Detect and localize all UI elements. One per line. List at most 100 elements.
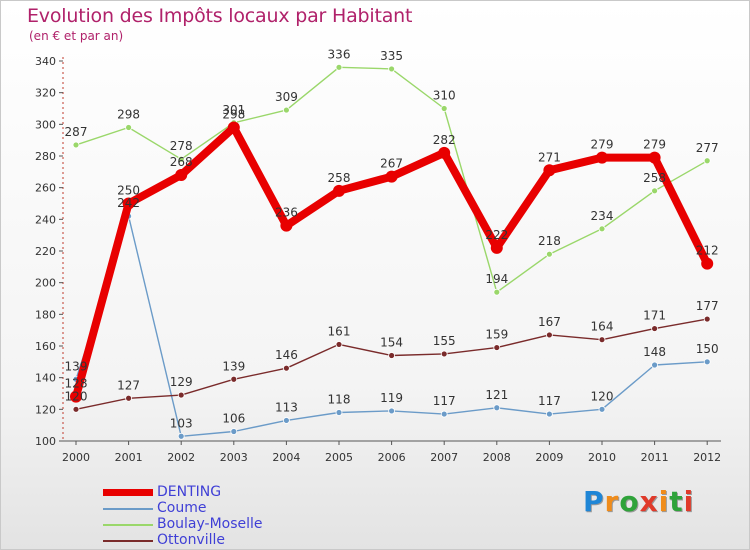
data-label-boulay-moselle: 194 [485, 272, 508, 286]
legend-label: DENTING [157, 484, 222, 500]
point-coume [282, 417, 290, 424]
data-label-coume: 148 [643, 345, 666, 359]
data-label-boulay-moselle: 234 [591, 209, 614, 223]
point-boulay-moselle [72, 141, 80, 149]
point-denting [596, 151, 608, 164]
legend-swatch [103, 524, 153, 526]
data-label-boulay-moselle: 335 [380, 49, 403, 63]
data-label-denting: 282 [433, 133, 456, 147]
y-tick-label: 120 [35, 403, 56, 416]
y-tick-label: 300 [35, 118, 56, 131]
data-label-ottonville: 139 [222, 359, 245, 373]
y-tick-label: 180 [35, 308, 56, 321]
point-boulay-moselle [177, 155, 185, 163]
data-label-denting: 128 [65, 377, 88, 391]
point-coume [440, 410, 448, 418]
point-denting [701, 257, 714, 270]
legend-label: Coume [157, 500, 207, 516]
point-coume [493, 404, 501, 412]
point-denting [648, 151, 661, 164]
data-label-ottonville: 159 [485, 328, 508, 342]
data-label-boulay-moselle: 309 [275, 90, 298, 104]
data-label-denting: 222 [485, 228, 508, 242]
point-coume [335, 409, 343, 416]
data-label-denting: 271 [538, 150, 561, 164]
x-tick-label: 2000 [62, 451, 90, 464]
point-denting [385, 170, 398, 183]
point-boulay-moselle [493, 288, 501, 296]
x-tick-label: 2012 [693, 451, 721, 464]
data-label-denting: 212 [696, 244, 719, 258]
data-label-coume: 106 [222, 412, 245, 426]
point-denting [280, 219, 293, 232]
y-tick-label: 320 [35, 87, 56, 100]
logo-letter: i [683, 485, 695, 518]
point-boulay-moselle [651, 187, 658, 195]
point-coume [651, 361, 658, 369]
legend-swatch [103, 508, 153, 510]
data-label-ottonville: 146 [275, 348, 298, 362]
point-coume [177, 432, 185, 440]
data-label-coume: 120 [591, 389, 614, 403]
data-label-ottonville: 171 [643, 309, 666, 323]
data-label-ottonville: 161 [328, 324, 351, 338]
point-boulay-moselle [440, 105, 448, 112]
data-label-coume: 117 [538, 394, 561, 408]
data-label-boulay-moselle: 218 [538, 234, 561, 248]
chart-subtitle: (en € et par an) [29, 29, 124, 43]
data-label-denting: 298 [222, 108, 245, 122]
data-label-coume: 117 [433, 394, 456, 408]
data-label-boulay-moselle: 287 [65, 125, 88, 139]
legend-label: Ottonville [157, 532, 226, 548]
point-boulay-moselle [335, 63, 343, 71]
point-coume [230, 428, 238, 435]
series-layer [70, 63, 714, 440]
data-label-boulay-moselle: 258 [643, 171, 666, 185]
point-ottonville [282, 364, 290, 372]
data-label-boulay-moselle: 298 [117, 108, 140, 122]
point-boulay-moselle [282, 106, 290, 114]
data-label-denting: 279 [643, 138, 666, 152]
point-ottonville [651, 325, 658, 332]
data-label-coume: 103 [170, 416, 193, 430]
legend-swatch [103, 489, 153, 496]
logo-letter: x [639, 485, 659, 518]
logo-letter: P [583, 485, 605, 518]
x-tick-label: 2001 [115, 451, 143, 464]
point-coume [546, 410, 553, 418]
y-tick-label: 260 [35, 182, 56, 195]
x-tick-label: 2007 [430, 451, 458, 464]
x-tick-label: 2006 [378, 451, 406, 464]
y-tick-label: 100 [35, 435, 56, 448]
point-coume [388, 407, 396, 415]
data-label-boulay-moselle: 336 [328, 47, 351, 61]
proxiti-logo: Proxiti [583, 485, 694, 518]
point-ottonville [546, 331, 553, 339]
data-label-ottonville: 164 [591, 320, 614, 334]
data-label-boulay-moselle: 301 [222, 103, 245, 117]
point-ottonville [598, 336, 606, 344]
chart-title: Evolution des Impôts locaux par Habitant [27, 5, 413, 27]
data-label-coume: 139 [65, 359, 88, 373]
y-tick-label: 160 [35, 340, 56, 353]
point-denting [122, 197, 135, 210]
point-coume [598, 405, 606, 413]
data-label-coume: 113 [275, 400, 298, 414]
y-tick-label: 280 [35, 150, 56, 163]
data-label-ottonville: 120 [65, 389, 88, 403]
data-label-boulay-moselle: 310 [433, 89, 456, 103]
y-tick-label: 220 [35, 245, 56, 258]
data-label-ottonville: 177 [696, 299, 719, 313]
data-label-boulay-moselle: 278 [170, 139, 193, 153]
point-boulay-moselle [546, 250, 553, 258]
y-tick-label: 140 [35, 372, 56, 385]
data-label-coume: 121 [485, 388, 508, 402]
data-label-denting: 236 [275, 206, 298, 220]
data-label-coume: 119 [380, 391, 403, 405]
data-label-boulay-moselle: 277 [696, 141, 719, 155]
data-labels-layer: 139 242 103 106 113 118 119 117 121 117 120 148 150 2… [65, 47, 719, 430]
data-label-ottonville: 127 [117, 378, 140, 392]
point-boulay-moselle [388, 65, 396, 73]
